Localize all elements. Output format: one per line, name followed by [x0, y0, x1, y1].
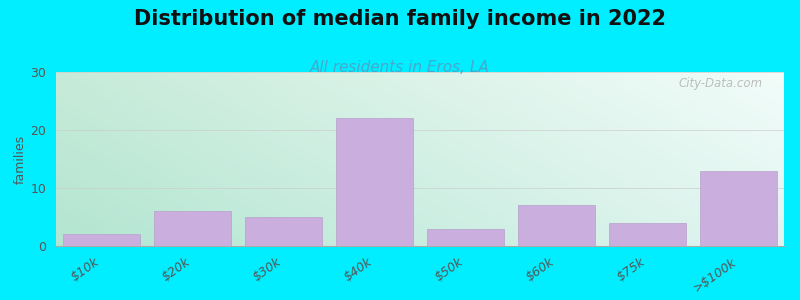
Bar	[427, 229, 504, 246]
Bar	[154, 211, 231, 246]
Text: All residents in Eros, LA: All residents in Eros, LA	[310, 60, 490, 75]
Bar	[609, 223, 686, 246]
Bar	[700, 171, 777, 246]
Y-axis label: families: families	[14, 134, 26, 184]
Text: Distribution of median family income in 2022: Distribution of median family income in …	[134, 9, 666, 29]
Bar	[518, 206, 595, 246]
Bar	[245, 217, 322, 246]
Bar	[63, 234, 140, 246]
Bar	[336, 118, 413, 246]
Text: City-Data.com: City-Data.com	[678, 77, 762, 90]
